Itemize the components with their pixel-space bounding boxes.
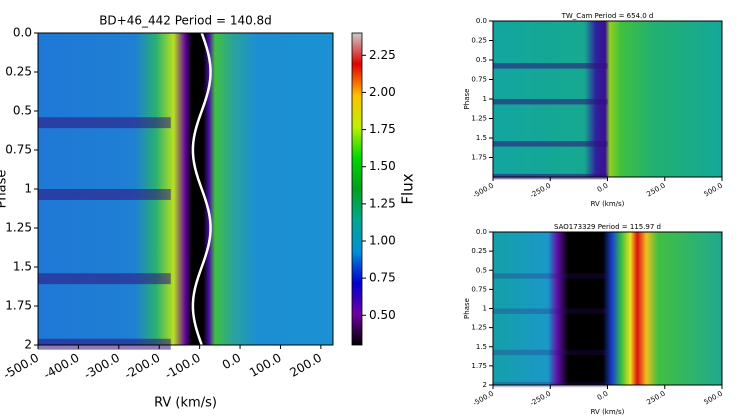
y-tick-label: 1.5 — [476, 343, 487, 351]
heatmap-streak — [38, 273, 171, 285]
chart-title: BD+46_442 Period = 140.8d — [99, 14, 272, 28]
colorbar-tick-label: 0.75 — [369, 271, 396, 285]
x-tick-label: 250.0 — [645, 182, 666, 199]
x-tick-label: 0.0 — [596, 182, 610, 194]
x-tick-label: 500.0 — [703, 182, 724, 199]
y-tick-label: 1 — [483, 95, 487, 103]
y-tick-label: 0.0 — [13, 26, 32, 40]
x-tick-label: -250.0 — [529, 182, 553, 200]
y-tick-label: 0.25 — [471, 37, 487, 45]
y-tick-label: 1.75 — [471, 362, 487, 370]
colorbar-tick-label: 0.50 — [369, 308, 396, 322]
x-tick-label: -400.0 — [41, 351, 82, 382]
chart-title: TW_Cam Period = 654.0 d — [561, 12, 654, 20]
chart-title: SAO173329 Period = 115.97 d — [554, 223, 661, 231]
y-tick-label: 1.5 — [476, 134, 487, 142]
y-tick-label: 0.5 — [476, 266, 487, 274]
y-tick-label: 0.75 — [471, 76, 487, 84]
heatmap-streak — [38, 117, 171, 129]
x-tick-label: -500.0 — [471, 182, 495, 200]
colorbar — [351, 32, 363, 346]
heatmap-panel: SAO173329 Period = 115.97 d 0.0 0.25 0.5 0.7… — [463, 223, 724, 416]
model-curve — [191, 32, 212, 346]
colorbar-tick-label: 1.00 — [369, 234, 396, 248]
heatmap-streak — [493, 141, 608, 147]
x-tick-label: 0.0 — [596, 390, 610, 402]
y-tick-label: 1 — [24, 182, 32, 196]
heatmap-streak — [38, 189, 171, 200]
colorbar-tick-label: 1.50 — [369, 159, 396, 173]
y-tick-label: 0.0 — [476, 17, 487, 25]
y-axis-label: Phase — [463, 298, 471, 319]
x-tick-label: -500.0 — [1, 351, 42, 382]
x-tick-label: 0.0 — [220, 351, 244, 373]
x-axis-label: RV (km/s) — [591, 408, 625, 416]
x-tick-label: -300.0 — [82, 351, 123, 382]
heatmap-streak — [493, 63, 608, 69]
y-tick-label: 1.75 — [471, 154, 487, 162]
y-tick-label: 0.75 — [471, 285, 487, 293]
heatmap-streak — [493, 273, 608, 279]
x-tick-label: -100.0 — [162, 351, 203, 382]
heatmap-streak — [493, 99, 608, 105]
heatmap-panel: BD+46_442 Period = 140.8d 0.0 0.25 0.5 0.75 1… — [0, 14, 417, 411]
y-tick-label: 1.25 — [471, 324, 487, 332]
x-tick-label: 100.0 — [247, 351, 284, 380]
heatmap-panel: TW_Cam Period = 654.0 d 0.0 0.25 0.5 0.75 1 1.… — [463, 12, 724, 208]
y-tick-label: 1 — [483, 305, 487, 313]
y-tick-label: 1.25 — [471, 115, 487, 123]
y-tick-label: 0.25 — [5, 65, 32, 79]
y-tick-label: 2 — [24, 338, 32, 352]
x-tick-label: -200.0 — [122, 351, 163, 382]
x-axis-label: RV (km/s) — [154, 396, 217, 411]
y-tick-label: 0.5 — [13, 104, 32, 118]
y-axis-label: Phase — [0, 170, 10, 209]
y-tick-label: 1.25 — [5, 221, 32, 235]
y-tick-label: 0.0 — [476, 228, 487, 236]
heatmap-streak — [493, 308, 608, 314]
x-tick-label: 500.0 — [703, 390, 724, 407]
colorbar-label: Flux — [399, 173, 417, 204]
y-tick-label: 1.5 — [13, 260, 32, 274]
colorbar-tick-label: 1.75 — [369, 122, 396, 136]
x-tick-label: -500.0 — [471, 390, 495, 408]
x-axis-label: RV (km/s) — [591, 200, 625, 208]
y-tick-label: 1.75 — [5, 299, 32, 313]
heatmap-streak — [38, 338, 171, 350]
x-tick-label: -250.0 — [529, 390, 553, 408]
y-tick-label: 0.25 — [471, 247, 487, 255]
heatmap-image — [493, 232, 722, 385]
x-tick-label: 200.0 — [287, 351, 324, 380]
heatmap-streak — [493, 349, 608, 356]
colorbar-tick-label: 1.25 — [369, 196, 396, 210]
y-tick-label: 0.5 — [476, 56, 487, 64]
colorbar-tick-label: 2.00 — [369, 85, 396, 99]
y-tick-label: 2 — [483, 381, 487, 389]
colorbar-tick-label: 2.25 — [369, 48, 396, 62]
y-tick-label: 0.75 — [5, 143, 32, 157]
x-tick-label: 250.0 — [645, 390, 666, 407]
y-axis-label: Phase — [463, 89, 471, 110]
charts: BD+46_442 Period = 140.8d 0.0 0.25 0.5 0.75 1… — [0, 12, 724, 416]
